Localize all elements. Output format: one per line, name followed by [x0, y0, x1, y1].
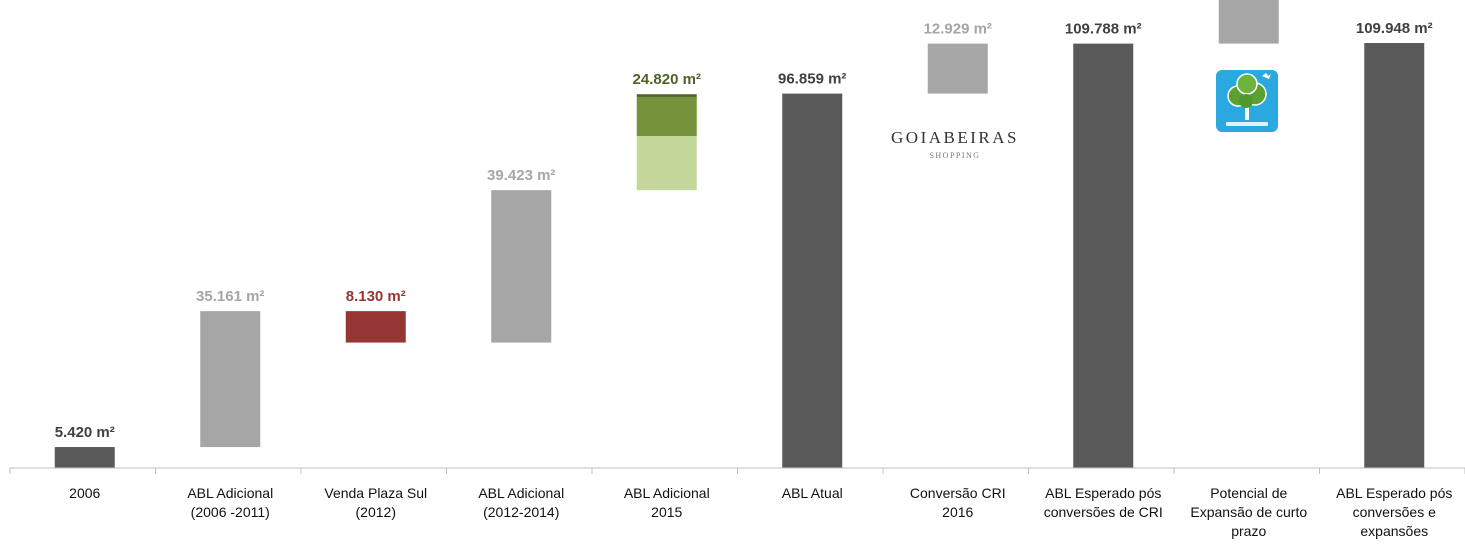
- bars-layer: [54, 0, 1425, 469]
- x-tick-label: ABL Atual: [782, 485, 843, 501]
- tree-icon: [1227, 73, 1271, 120]
- value-labels-layer: 5.420 m² 35.161 m² 8.130 m² 39.423 m² 24.820…: [55, 20, 1433, 441]
- goiabeiras-shopping-logo: GOIABEIRAS SHOPPING: [891, 128, 1019, 160]
- data-label: 5.420 m²: [55, 424, 115, 441]
- x-tick-label: ABL Adicional (2006 -2011): [187, 485, 273, 520]
- bar: [1364, 43, 1425, 468]
- x-tick-label: 2006: [69, 485, 100, 501]
- bar: [927, 43, 988, 94]
- x-tick-label: ABL Adicional 2015: [624, 485, 710, 520]
- parque-d-pedro-logo: [1216, 70, 1278, 132]
- bar: [54, 447, 115, 468]
- bar-segment: [636, 136, 697, 191]
- goiabeiras-logo-subtext: SHOPPING: [929, 151, 980, 160]
- x-tick-label: Conversão CRI 2016: [910, 485, 1006, 520]
- logo-wordmark: [1226, 122, 1268, 126]
- x-tick-label: Potencial de Expansão de curto prazo: [1190, 485, 1307, 539]
- bar: [1073, 43, 1134, 469]
- data-label: 96.859 m²: [778, 71, 846, 88]
- bar: [200, 311, 261, 448]
- data-label: 35.161 m²: [196, 288, 264, 305]
- data-label: 12.929 m²: [924, 21, 992, 38]
- goiabeiras-logo-text: GOIABEIRAS: [891, 128, 1019, 147]
- bar-segment: [636, 96, 697, 137]
- bar: [782, 93, 843, 468]
- x-tick-label: ABL Esperado pós conversões de CRI: [1044, 485, 1163, 520]
- x-tick-label: ABL Adicional (2012-2014): [478, 485, 564, 520]
- x-tick-label: Venda Plaza Sul (2012): [324, 485, 427, 520]
- data-label: 24.820 m²: [633, 71, 701, 88]
- data-label: 109.948 m²: [1356, 20, 1433, 37]
- bar: [1218, 0, 1279, 44]
- data-label: 109.788 m²: [1065, 21, 1142, 38]
- bar-segment: [636, 94, 697, 97]
- bar: [345, 311, 406, 343]
- x-tick-label: ABL Esperado pós conversões e expansões: [1336, 485, 1452, 539]
- data-label: 8.130 m²: [346, 288, 406, 305]
- bar: [491, 190, 552, 343]
- data-label: 39.423 m²: [487, 167, 555, 184]
- x-axis: 2006 ABL Adicional (2006 -2011) Venda Plaza…: [9, 467, 1465, 539]
